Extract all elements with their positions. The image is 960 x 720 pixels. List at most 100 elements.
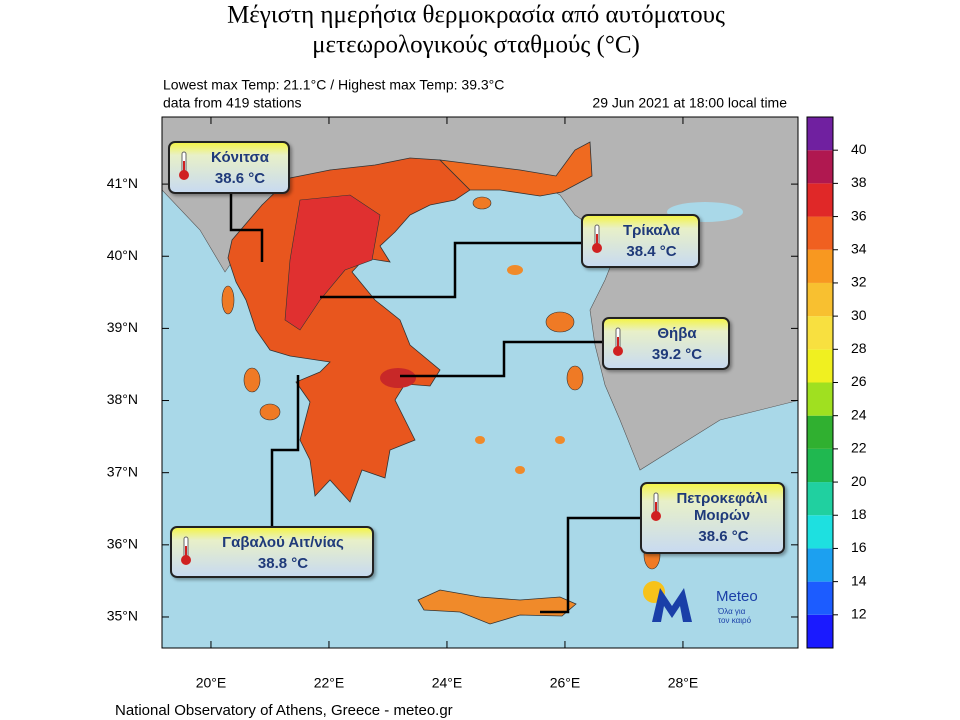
colorbar-label: 28 (851, 340, 867, 356)
logo-slogan: Όλα για (717, 607, 746, 616)
station-temp: 38.8 (257, 555, 288, 572)
station-name: Θήβα (657, 325, 697, 342)
connector (270, 375, 300, 526)
info-extremes: Lowest max Temp: 21.1°C / Highest max Te… (163, 77, 504, 93)
thermometer-icon (592, 224, 602, 253)
logo-mark (652, 588, 692, 622)
island (515, 466, 525, 474)
thermometer-icon (613, 327, 623, 356)
info-time: 29 Jun 2021 at 18:00 local time (592, 95, 787, 111)
y-tick-label: 40°N (107, 247, 138, 263)
y-tick-label: 36°N (107, 536, 138, 552)
colorbar-label: 30 (851, 307, 867, 323)
colorbar-label: 22 (851, 440, 867, 456)
x-tick-label: 22°E (314, 675, 345, 691)
logo: Meteo Όλα για τον καιρό (643, 581, 758, 625)
station-unit: °C (659, 243, 677, 260)
island (472, 196, 492, 210)
station-callout: Θήβα 39.2 °C (602, 317, 730, 370)
colorbar-label: 34 (851, 240, 867, 256)
thermometer-icon (179, 151, 189, 180)
land-greece (438, 141, 593, 197)
land-greece (380, 368, 416, 388)
island (555, 436, 565, 444)
station-name: Κόνιτσα (211, 149, 269, 166)
x-tick-label: 20°E (196, 675, 227, 691)
colorbar-band (807, 448, 833, 483)
colorbar-band (807, 183, 833, 217)
island (221, 285, 235, 315)
y-tick-label: 35°N (107, 608, 138, 624)
station-temp: 38.6 (698, 528, 728, 545)
x-tick-label: 26°E (550, 675, 581, 691)
station-temp: 38.4 (626, 243, 656, 260)
colorbar-label: 36 (851, 207, 867, 223)
connectors (229, 194, 640, 614)
y-tick-label: 39°N (107, 319, 138, 335)
island (545, 311, 575, 333)
station-callout: Πετροκεφάλι Μοιρών 38.6 °C (640, 482, 785, 554)
colorbar-label: 20 (851, 473, 867, 489)
colorbar-band (807, 316, 833, 350)
logo-name: Meteo (716, 588, 758, 605)
connector (540, 516, 640, 614)
island (507, 265, 523, 275)
x-tick-label: 24°E (432, 675, 463, 691)
colorbar-band (807, 415, 833, 449)
island (243, 367, 261, 393)
x-tick-label: 28°E (668, 675, 699, 691)
colorbar-label: 18 (851, 506, 867, 522)
colorbar-label: 24 (851, 406, 867, 422)
colorbar-band (807, 349, 833, 383)
colorbar-band (807, 548, 833, 582)
colorbar-band (807, 382, 833, 416)
colorbar-label: 32 (851, 274, 867, 290)
station-callout: Κόνιτσα 38.6 °C (168, 141, 290, 194)
colorbar-band (807, 216, 833, 250)
connector (229, 194, 264, 262)
colorbar-label: 26 (851, 373, 867, 389)
colorbar-band (807, 282, 833, 317)
station-name: Τρίκαλα (622, 222, 681, 239)
y-tick-label: 38°N (107, 391, 138, 407)
colorbar-band (807, 249, 833, 283)
colorbar-band (807, 614, 833, 648)
title-line: μετεωρολογικούς σταθμούς (°C) (312, 32, 640, 59)
colorbar-band (807, 150, 833, 184)
info-stations: data from 419 stations (163, 95, 302, 111)
station-unit: °C (685, 346, 703, 363)
map-frame (161, 116, 799, 649)
footer: National Observatory of Athens, Greece -… (115, 702, 453, 719)
station-callout: Γαβαλού Αιτ/νίας 38.8 °C (170, 526, 374, 578)
colorbar-band (807, 581, 833, 615)
station-name: Γαβαλού Αιτ/νίας (222, 534, 344, 551)
colorbar-band (807, 482, 833, 516)
station-callout: Τρίκαλα 38.4 °C (581, 214, 700, 268)
colorbar-band (807, 515, 833, 549)
station-temp: 38.6 (214, 170, 245, 187)
thermometer-icon (651, 492, 661, 521)
y-tick-label: 37°N (107, 463, 138, 479)
island (566, 365, 584, 391)
station-unit: °C (731, 528, 749, 545)
colorbar-label: 40 (851, 141, 867, 157)
land-greece (284, 194, 381, 331)
island (259, 403, 281, 421)
thermometer-icon (181, 536, 191, 565)
y-tick-label: 41°N (107, 175, 138, 191)
colorbar-band (807, 117, 833, 151)
island (475, 436, 485, 444)
colorbar-label: 14 (851, 572, 867, 588)
station-unit: °C (291, 555, 309, 572)
connector (320, 241, 581, 299)
colorbar-label: 16 (851, 539, 867, 555)
station-name: Πετροκεφάλι Μοιρών (676, 490, 768, 524)
station-unit: °C (248, 170, 266, 187)
logo-slogan: τον καιρό (718, 616, 752, 625)
station-temp: 39.2 (651, 346, 682, 363)
colorbar-label: 12 (851, 606, 867, 622)
colorbar-label: 38 (851, 174, 867, 190)
connector (400, 340, 602, 378)
